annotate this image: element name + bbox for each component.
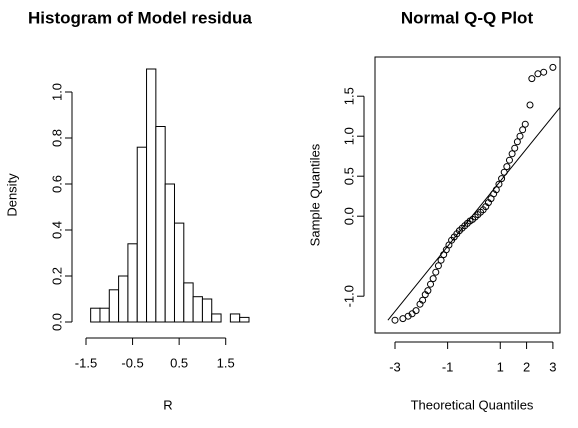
x-tick-label: 1.5 — [217, 355, 235, 370]
histogram-bar — [155, 126, 166, 323]
x-tick-label: 1 — [497, 359, 504, 374]
data-point — [492, 186, 500, 194]
data-point — [498, 175, 506, 183]
data-point — [429, 275, 437, 283]
y-tick-label: 1.5 — [341, 87, 356, 105]
y-axis-label: Sample Quantiles — [307, 143, 322, 246]
data-point — [519, 126, 527, 134]
y-tick-label: 0.2 — [49, 267, 64, 285]
data-point — [437, 256, 445, 264]
x-tick-label: 3 — [549, 359, 556, 374]
histogram-bar — [173, 222, 185, 323]
x-tick-label: 2 — [523, 359, 530, 374]
data-point — [419, 296, 427, 304]
data-point — [521, 120, 529, 128]
y-tick-label: -1.0 — [341, 285, 356, 307]
histogram-bar — [164, 183, 175, 323]
histogram-bar — [201, 298, 213, 323]
y-tick-label: 0.5 — [341, 167, 356, 185]
histogram-bar — [127, 243, 138, 323]
y-tick-label: 0.0 — [49, 313, 64, 331]
data-point — [516, 132, 524, 140]
x-axis-label: Theoretical Quantiles — [411, 397, 534, 412]
data-point — [495, 180, 503, 188]
plot-box — [374, 56, 561, 334]
x-tick-label: -1.5 — [75, 355, 97, 370]
histogram-bar — [90, 307, 101, 323]
data-point — [427, 280, 435, 288]
histogram-bar — [192, 296, 203, 323]
y-axis-label: Density — [4, 173, 19, 217]
histogram-bar — [118, 275, 129, 323]
x-tick-label: -3 — [389, 359, 401, 374]
histogram-bar — [211, 313, 222, 323]
histogram-bar — [239, 316, 250, 323]
data-point — [540, 68, 548, 76]
data-point — [391, 316, 399, 324]
x-tick-label: -1 — [442, 359, 454, 374]
histogram-bar — [99, 307, 110, 323]
y-tick-label: 0.8 — [49, 129, 64, 147]
data-point — [511, 144, 519, 152]
y-tick-label: 0.0 — [341, 207, 356, 225]
data-point — [503, 163, 511, 171]
data-point — [432, 268, 440, 276]
histogram-bar — [229, 313, 241, 323]
data-point — [424, 287, 432, 295]
x-tick-label: -0.5 — [121, 355, 143, 370]
data-point — [500, 168, 508, 176]
data-point — [513, 138, 521, 146]
data-point — [434, 262, 442, 270]
data-point — [526, 101, 534, 109]
histogram-bar — [136, 146, 148, 323]
x-tick-label: 0.5 — [170, 355, 188, 370]
data-point — [549, 63, 557, 71]
x-axis-label: R — [163, 397, 172, 412]
y-tick-label: 0.4 — [49, 221, 64, 239]
data-point — [528, 75, 536, 83]
chart-title: Histogram of Model residua — [28, 8, 252, 27]
histogram-bar — [183, 282, 194, 323]
histogram-bar — [108, 289, 120, 323]
chart-title: Normal Q-Q Plot — [401, 8, 534, 27]
y-tick-label: 1.0 — [49, 83, 64, 101]
y-tick-label: 0.6 — [49, 175, 64, 193]
histogram-bar — [146, 68, 157, 323]
data-point — [412, 307, 420, 315]
data-point — [505, 156, 513, 164]
y-tick-label: 1.0 — [341, 127, 356, 145]
data-point — [534, 70, 542, 78]
data-point — [508, 150, 516, 158]
